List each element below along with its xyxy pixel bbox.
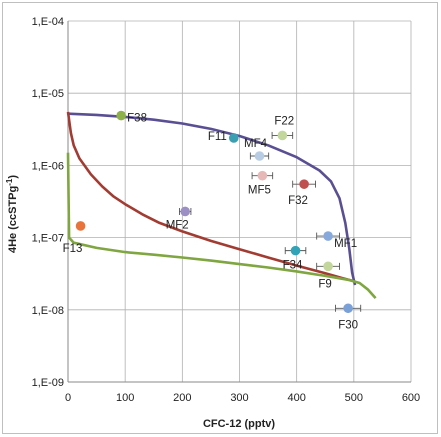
point-label: F32 xyxy=(288,195,308,207)
point-label: MF1 xyxy=(334,238,357,250)
y-tick-label: 1,E-07 xyxy=(32,233,64,245)
point-marker xyxy=(257,170,268,181)
x-tick-label: 500 xyxy=(345,392,363,404)
point-marker xyxy=(277,130,288,141)
data-point-mf5: MF5 xyxy=(248,170,274,197)
data-point-f34: F34 xyxy=(283,245,307,272)
data-point-f9: F9 xyxy=(316,261,340,290)
point-marker xyxy=(290,245,301,256)
x-tick-label: 0 xyxy=(65,392,71,404)
point-label: F9 xyxy=(318,278,331,290)
data-points: F38 F11 F22 MF4 MF5 F32 MF2 F13 MF1 F34 F9 F30 xyxy=(63,110,362,331)
point-label: F11 xyxy=(208,131,227,143)
data-point-mf4: MF4 xyxy=(244,138,270,161)
point-marker xyxy=(254,151,265,161)
model-curve-2 xyxy=(66,111,355,283)
y-axis-title: 4He (ccSTPg-1) xyxy=(5,175,19,253)
x-axis-title: CFC-12 (pptv) xyxy=(203,418,275,430)
point-marker xyxy=(75,221,86,231)
model-curve-3 xyxy=(66,152,377,299)
gridlines xyxy=(68,20,412,382)
x-tick-label: 200 xyxy=(173,392,191,404)
point-label: F38 xyxy=(127,113,147,125)
y-axis-title-close: ) xyxy=(7,175,19,179)
data-point-mf1: MF1 xyxy=(316,231,357,250)
point-label: F13 xyxy=(63,243,83,255)
x-tick-label: 400 xyxy=(287,392,305,404)
x-tick-label: 300 xyxy=(230,392,248,404)
y-axis-title-superscript: -1 xyxy=(5,178,14,186)
point-label: F34 xyxy=(283,260,303,272)
y-tick-label: 1,E-05 xyxy=(32,88,64,100)
point-label: F22 xyxy=(274,115,294,127)
y-axis-title-main: 4He (ccSTPg xyxy=(7,186,19,253)
chart-frame xyxy=(2,2,438,434)
point-marker xyxy=(180,206,190,217)
point-label: MF5 xyxy=(248,185,271,197)
tick-labels: 0 100 200 300 400 500 600 1,E-04 1,E-05 1,E-06 1,E… xyxy=(32,16,421,404)
y-tick-label: 1,E-04 xyxy=(32,16,64,28)
data-point-f13: F13 xyxy=(63,221,86,255)
point-marker xyxy=(323,261,333,272)
data-point-f38: F38 xyxy=(116,110,147,125)
point-marker xyxy=(343,303,353,314)
y-tick-label: 1,E-09 xyxy=(32,377,64,389)
point-marker xyxy=(323,231,333,241)
y-tick-label: 1,E-08 xyxy=(32,305,64,317)
model-curves xyxy=(66,111,377,299)
x-tick-label: 100 xyxy=(116,392,134,404)
data-point-f11: F11 xyxy=(208,131,239,143)
x-tick-label: 600 xyxy=(402,392,420,404)
data-point-f22: F22 xyxy=(271,115,294,141)
point-label: F30 xyxy=(338,319,358,331)
point-label: MF2 xyxy=(166,219,189,231)
y-tick-label: 1,E-06 xyxy=(32,160,64,172)
model-curve-1 xyxy=(67,112,357,286)
data-point-f30: F30 xyxy=(335,303,362,331)
data-point-mf2: MF2 xyxy=(166,206,192,231)
point-marker xyxy=(116,110,126,121)
point-marker xyxy=(228,133,239,143)
point-label: MF4 xyxy=(244,138,268,150)
data-point-f32: F32 xyxy=(288,179,316,207)
point-marker xyxy=(299,179,309,189)
